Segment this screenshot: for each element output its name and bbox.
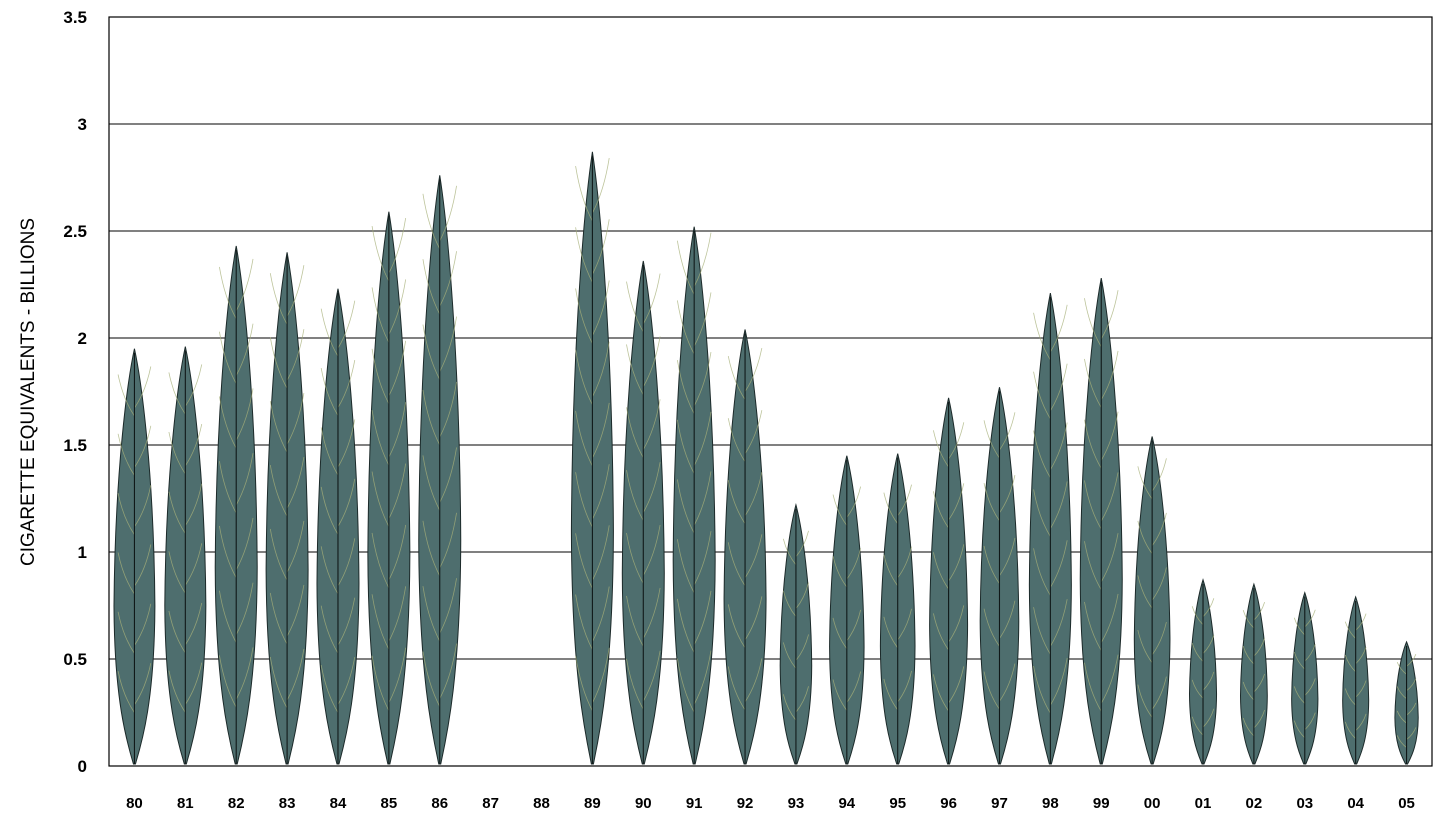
y-tick-label: 2.5 — [63, 222, 87, 241]
x-tick-label: 99 — [1093, 795, 1110, 812]
leaf-veins — [1344, 613, 1367, 739]
leaf-bar-03 — [1291, 591, 1319, 765]
x-tick-label: 00 — [1144, 795, 1161, 812]
leaf-bar-91 — [672, 226, 716, 765]
x-tick-label: 91 — [686, 795, 703, 812]
leaf-veins — [1396, 653, 1417, 748]
y-tick-label: 2 — [78, 329, 87, 348]
x-tick-label: 89 — [584, 795, 601, 812]
leaf-veins — [883, 484, 912, 711]
leaf-bar-93 — [779, 502, 813, 765]
x-tick-label: 98 — [1042, 795, 1059, 812]
x-tick-label: 97 — [991, 795, 1008, 812]
leaf-bars — [113, 151, 1419, 765]
x-tick-label: 95 — [889, 795, 906, 812]
leaf-bar-02 — [1240, 582, 1268, 765]
leaf-veins — [1242, 601, 1266, 737]
x-tick-label: 02 — [1246, 795, 1263, 812]
x-tick-label: 96 — [940, 795, 957, 812]
leaf-bar-83 — [265, 252, 309, 765]
x-tick-label: 05 — [1398, 795, 1415, 812]
leaf-veins — [575, 157, 610, 711]
x-tick-label: 83 — [279, 795, 296, 812]
leaf-veins — [727, 347, 763, 711]
leaf-veins — [269, 265, 305, 709]
x-axis-ticks: 80 81 82 83 84 85 86 87 88 89 90 91 92 93 94 95 96 97 98 99… — [126, 795, 1415, 812]
leaf-veins — [782, 530, 809, 721]
plot-frame — [108, 16, 1433, 767]
leaf-veins — [1084, 290, 1119, 712]
y-axis-ticks: 0 0.5 1 1.5 2 2.5 3 3.5 — [63, 8, 87, 776]
leaf-veins — [168, 364, 203, 713]
leaf-bar-90 — [621, 260, 665, 765]
y-tick-label: 0 — [78, 757, 87, 776]
leaf-bar-94 — [829, 455, 865, 765]
leaf-veins — [676, 232, 712, 713]
leaf-bar-98 — [1028, 292, 1072, 765]
leaf-veins — [320, 300, 356, 713]
leaf-bar-80 — [113, 348, 156, 765]
x-tick-label: 01 — [1195, 795, 1212, 812]
leaf-bar-86 — [418, 175, 462, 765]
leaf-bar-00 — [1133, 436, 1171, 765]
leaf-veins — [1293, 609, 1316, 739]
x-tick-label: 87 — [482, 795, 499, 812]
x-tick-label: 82 — [228, 795, 245, 812]
leaf-veins — [626, 273, 661, 710]
leaf-bar-01 — [1188, 578, 1218, 765]
x-tick-label: 84 — [330, 795, 347, 812]
x-tick-label: 88 — [533, 795, 550, 812]
y-axis-label: CIGARETTE EQUIVALENTS - BILLIONS — [18, 218, 39, 566]
y-tick-label: 1 — [78, 543, 87, 562]
x-tick-label: 93 — [788, 795, 805, 812]
leaf-bar-84 — [316, 288, 360, 765]
leaf-veins — [1137, 458, 1167, 718]
leaf-veins — [422, 185, 457, 707]
x-tick-label: 04 — [1347, 795, 1364, 812]
leaf-bar-96 — [929, 397, 969, 765]
y-tick-label: 3 — [78, 115, 87, 134]
leaf-bar-97 — [979, 387, 1020, 765]
x-tick-label: 85 — [381, 795, 398, 812]
x-tick-label: 81 — [177, 795, 194, 812]
leaf-bar-92 — [723, 329, 767, 765]
leaf-bar-95 — [879, 453, 916, 765]
leaf-veins — [933, 422, 965, 712]
leaf-bar-89 — [570, 151, 614, 765]
y-tick-label: 1.5 — [63, 436, 87, 455]
leaf-bar-04 — [1342, 595, 1370, 765]
leaf-veins — [371, 218, 407, 711]
x-tick-label: 03 — [1296, 795, 1313, 812]
x-tick-label: 94 — [838, 795, 855, 812]
leaf-veins — [219, 258, 254, 708]
leaf-veins — [832, 486, 862, 711]
x-tick-label: 80 — [126, 795, 143, 812]
leaf-bar-82 — [214, 245, 258, 765]
y-tick-label: 0.5 — [63, 650, 87, 669]
x-tick-label: 86 — [431, 795, 448, 812]
leaf-veins — [1033, 304, 1068, 714]
leaf-bar-85 — [367, 211, 411, 765]
leaf-bar-05 — [1394, 640, 1419, 765]
leaf-veins — [983, 412, 1016, 710]
x-tick-label: 90 — [635, 795, 652, 812]
x-tick-label: 92 — [737, 795, 754, 812]
leaf-bar-81 — [164, 346, 207, 765]
y-tick-label: 3.5 — [63, 8, 87, 27]
leaf-veins — [1191, 598, 1215, 736]
leaf-bar-99 — [1079, 277, 1123, 765]
leaf-veins — [117, 366, 152, 713]
